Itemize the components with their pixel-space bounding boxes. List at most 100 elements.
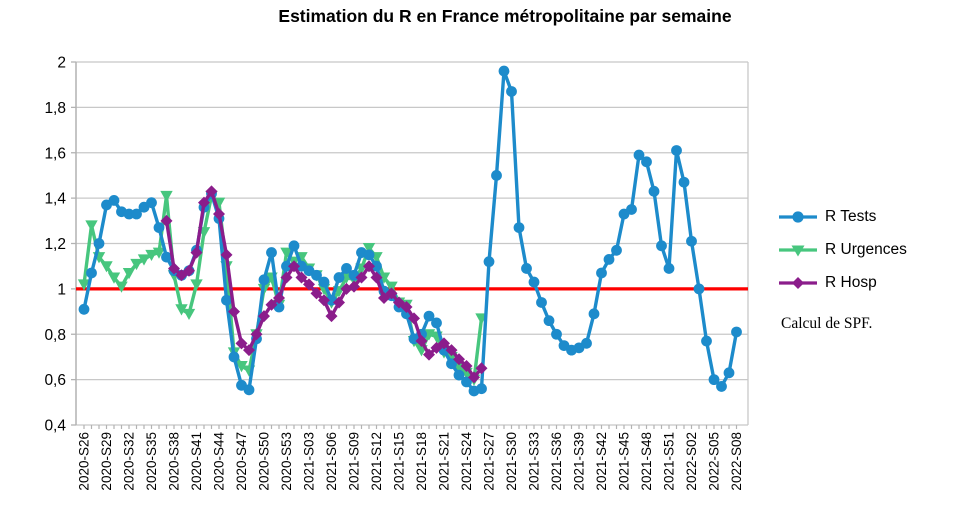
data-point bbox=[303, 278, 315, 291]
x-tick-label: 2021-S09 bbox=[347, 432, 362, 491]
x-tick-label: 2020-S44 bbox=[212, 432, 227, 491]
x-tick-label: 2021-S48 bbox=[639, 432, 654, 491]
data-point bbox=[430, 341, 443, 354]
x-tick-label: 2021-S39 bbox=[572, 432, 587, 491]
data-point bbox=[671, 145, 682, 156]
data-point bbox=[220, 248, 233, 261]
data-point bbox=[521, 263, 532, 274]
data-point bbox=[228, 305, 240, 318]
data-point bbox=[123, 208, 135, 220]
x-tick-label: 2021-S03 bbox=[302, 432, 317, 491]
data-point bbox=[175, 304, 188, 316]
diamond-marker-icon bbox=[779, 276, 817, 289]
y-tick-label: 2 bbox=[57, 55, 66, 72]
data-point bbox=[341, 263, 352, 274]
data-point bbox=[137, 254, 151, 266]
data-point bbox=[708, 374, 720, 386]
data-point bbox=[311, 269, 322, 281]
data-point bbox=[131, 208, 142, 220]
data-point bbox=[130, 258, 143, 271]
x-tick-label: 2020-S38 bbox=[167, 432, 182, 491]
legend-item-r-urgences[interactable]: R Urgences bbox=[778, 233, 907, 266]
data-point bbox=[266, 247, 277, 258]
data-point bbox=[611, 244, 622, 256]
triangle-down-marker-icon bbox=[779, 245, 817, 256]
x-tick-label: 2021-S51 bbox=[662, 432, 677, 491]
data-point bbox=[115, 281, 128, 293]
x-tick-label: 2021-S45 bbox=[617, 432, 632, 491]
data-point bbox=[528, 276, 540, 288]
data-point bbox=[362, 243, 376, 255]
x-tick-label: 2020-S32 bbox=[122, 432, 137, 491]
data-point bbox=[716, 381, 727, 392]
data-point bbox=[161, 251, 172, 263]
data-point bbox=[656, 240, 667, 252]
data-point bbox=[280, 247, 293, 259]
data-point bbox=[415, 335, 428, 348]
data-point bbox=[122, 267, 136, 280]
x-tick-label: 2021-S27 bbox=[482, 432, 497, 491]
data-point bbox=[333, 272, 345, 283]
data-point bbox=[581, 337, 592, 349]
data-point bbox=[78, 303, 90, 315]
data-point bbox=[288, 260, 300, 273]
data-point bbox=[348, 280, 360, 293]
data-point bbox=[318, 276, 330, 288]
data-point bbox=[633, 149, 645, 161]
data-point bbox=[596, 267, 607, 279]
data-point bbox=[551, 328, 562, 340]
data-point bbox=[588, 308, 600, 320]
y-tick-label: 0,8 bbox=[44, 327, 66, 344]
series-r-tests bbox=[78, 65, 742, 397]
data-point bbox=[491, 170, 502, 181]
data-point bbox=[175, 269, 188, 282]
legend-label: R Tests bbox=[825, 207, 877, 225]
data-point bbox=[190, 246, 203, 259]
data-point bbox=[250, 328, 263, 341]
data-point bbox=[438, 337, 450, 350]
data-point bbox=[378, 291, 390, 304]
data-point bbox=[295, 271, 308, 284]
data-point bbox=[648, 185, 660, 197]
data-point bbox=[152, 247, 166, 259]
source-note: Calcul de SPF. bbox=[781, 315, 873, 332]
data-point bbox=[213, 208, 225, 221]
x-tick-label: 2020-S53 bbox=[279, 432, 294, 491]
data-point bbox=[723, 367, 735, 379]
data-point bbox=[333, 296, 345, 309]
legend-item-r-tests[interactable]: R Tests bbox=[778, 200, 907, 233]
data-point bbox=[318, 294, 330, 307]
data-point bbox=[243, 344, 255, 357]
x-tick-label: 2021-S36 bbox=[549, 432, 564, 491]
legend-label: R Urgences bbox=[825, 240, 907, 258]
legend-item-r-hosp[interactable]: R Hosp bbox=[778, 266, 907, 299]
data-point bbox=[145, 249, 158, 262]
y-tick-label: 1,6 bbox=[44, 145, 66, 162]
data-point bbox=[370, 271, 383, 284]
data-point bbox=[626, 204, 637, 215]
data-point bbox=[506, 86, 517, 97]
series-line bbox=[82, 69, 739, 393]
x-tick-label: 2020-S35 bbox=[144, 432, 159, 491]
data-point bbox=[513, 222, 525, 234]
x-tick-label: 2021-S15 bbox=[392, 432, 407, 491]
x-tick-label: 2020-S26 bbox=[77, 432, 92, 491]
data-point bbox=[475, 362, 488, 375]
chart-legend: R Tests R Urgences R Hosp bbox=[778, 200, 907, 299]
data-point bbox=[235, 361, 248, 373]
data-point bbox=[86, 267, 97, 279]
data-point bbox=[385, 287, 398, 300]
data-point bbox=[228, 351, 240, 363]
data-point bbox=[423, 310, 435, 322]
x-tick-label: 2020-S41 bbox=[189, 432, 204, 491]
circle-marker-icon bbox=[779, 210, 817, 223]
data-point bbox=[160, 214, 173, 227]
x-tick-label: 2021-S21 bbox=[437, 432, 452, 491]
data-point bbox=[363, 260, 375, 273]
data-point bbox=[108, 194, 120, 206]
data-point bbox=[701, 335, 712, 347]
data-point bbox=[146, 197, 157, 209]
data-point bbox=[408, 312, 420, 325]
data-point bbox=[476, 383, 487, 395]
